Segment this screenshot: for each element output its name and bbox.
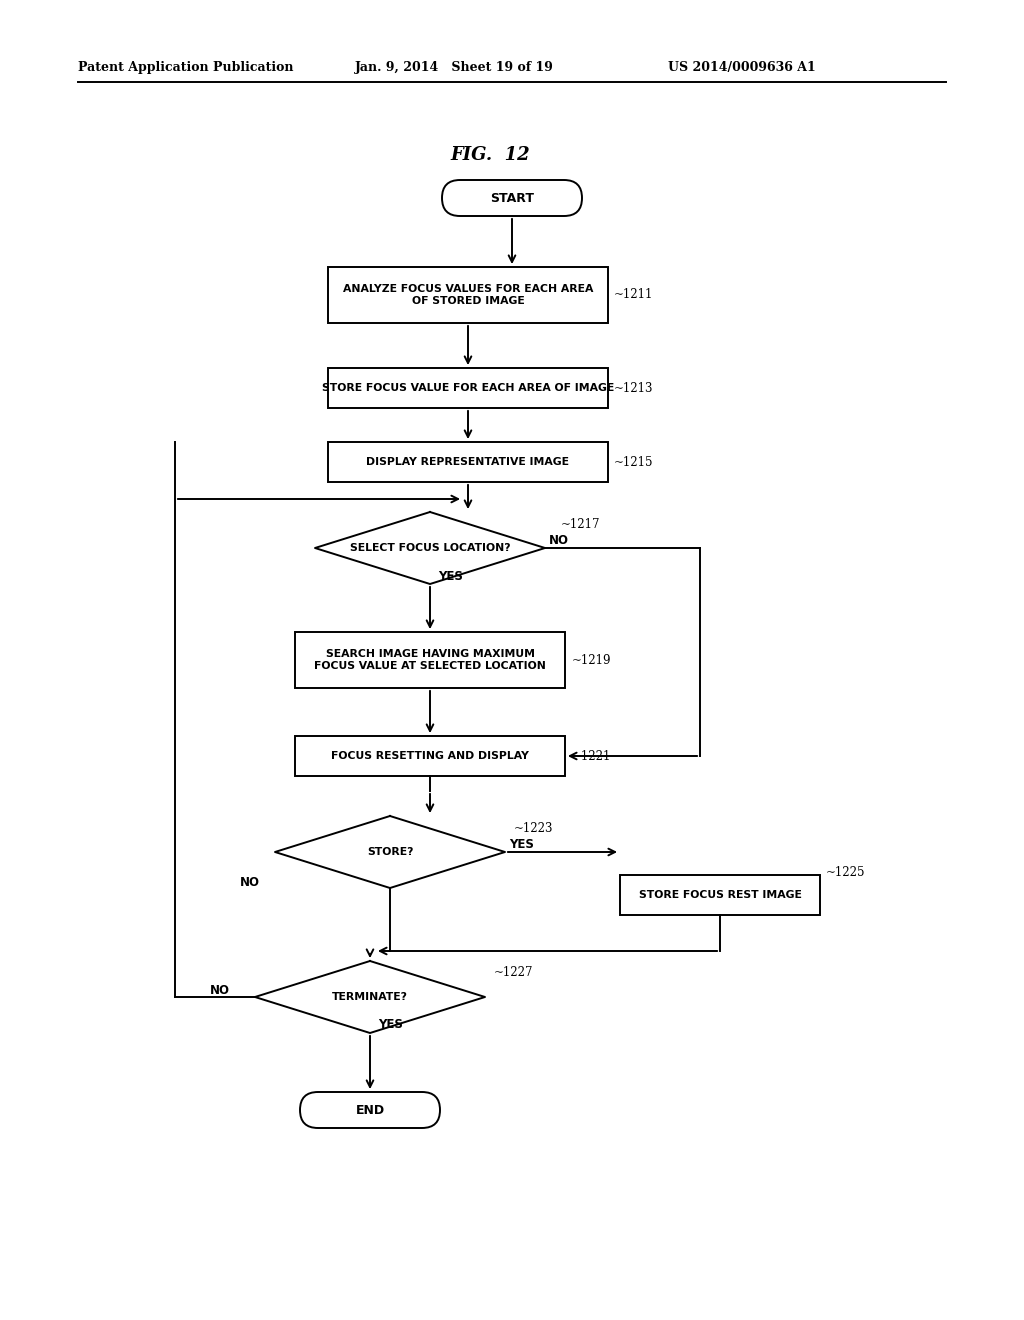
Text: SELECT FOCUS LOCATION?: SELECT FOCUS LOCATION? bbox=[349, 543, 510, 553]
Bar bbox=[295, 737, 565, 776]
Text: END: END bbox=[355, 1104, 385, 1117]
Text: ~1211: ~1211 bbox=[614, 289, 653, 301]
FancyBboxPatch shape bbox=[300, 1092, 440, 1129]
Text: ~1217: ~1217 bbox=[561, 517, 600, 531]
Text: US 2014/0009636 A1: US 2014/0009636 A1 bbox=[668, 62, 816, 74]
Text: SEARCH IMAGE HAVING MAXIMUM
FOCUS VALUE AT SELECTED LOCATION: SEARCH IMAGE HAVING MAXIMUM FOCUS VALUE … bbox=[314, 649, 546, 671]
Text: ANALYZE FOCUS VALUES FOR EACH AREA
OF STORED IMAGE: ANALYZE FOCUS VALUES FOR EACH AREA OF ST… bbox=[343, 284, 593, 306]
Text: ~1221: ~1221 bbox=[572, 750, 611, 763]
Text: YES: YES bbox=[438, 569, 463, 582]
Text: ~1227: ~1227 bbox=[494, 966, 534, 979]
Bar bbox=[328, 267, 608, 323]
Text: DISPLAY REPRESENTATIVE IMAGE: DISPLAY REPRESENTATIVE IMAGE bbox=[367, 457, 569, 467]
Text: ~1225: ~1225 bbox=[826, 866, 865, 879]
Text: TERMINATE?: TERMINATE? bbox=[332, 993, 408, 1002]
Text: ~1219: ~1219 bbox=[572, 653, 611, 667]
Text: START: START bbox=[490, 191, 534, 205]
FancyBboxPatch shape bbox=[442, 180, 582, 216]
Bar bbox=[328, 442, 608, 482]
Text: FIG.  12: FIG. 12 bbox=[451, 147, 529, 164]
Text: ~1223: ~1223 bbox=[514, 821, 554, 834]
Polygon shape bbox=[275, 816, 505, 888]
Text: NO: NO bbox=[240, 875, 260, 888]
Text: YES: YES bbox=[378, 1019, 402, 1031]
Text: ~1215: ~1215 bbox=[614, 455, 653, 469]
Text: STORE FOCUS REST IMAGE: STORE FOCUS REST IMAGE bbox=[639, 890, 802, 900]
Text: Patent Application Publication: Patent Application Publication bbox=[78, 62, 294, 74]
Polygon shape bbox=[315, 512, 545, 583]
Polygon shape bbox=[255, 961, 485, 1034]
Text: NO: NO bbox=[210, 985, 230, 998]
Text: YES: YES bbox=[509, 837, 534, 850]
Text: NO: NO bbox=[549, 533, 569, 546]
Text: ~1213: ~1213 bbox=[614, 381, 653, 395]
Bar bbox=[328, 368, 608, 408]
Text: STORE?: STORE? bbox=[367, 847, 414, 857]
Text: Jan. 9, 2014   Sheet 19 of 19: Jan. 9, 2014 Sheet 19 of 19 bbox=[355, 62, 554, 74]
Text: STORE FOCUS VALUE FOR EACH AREA OF IMAGE: STORE FOCUS VALUE FOR EACH AREA OF IMAGE bbox=[322, 383, 614, 393]
Bar bbox=[295, 632, 565, 688]
Text: FOCUS RESETTING AND DISPLAY: FOCUS RESETTING AND DISPLAY bbox=[331, 751, 529, 762]
Bar bbox=[620, 875, 820, 915]
